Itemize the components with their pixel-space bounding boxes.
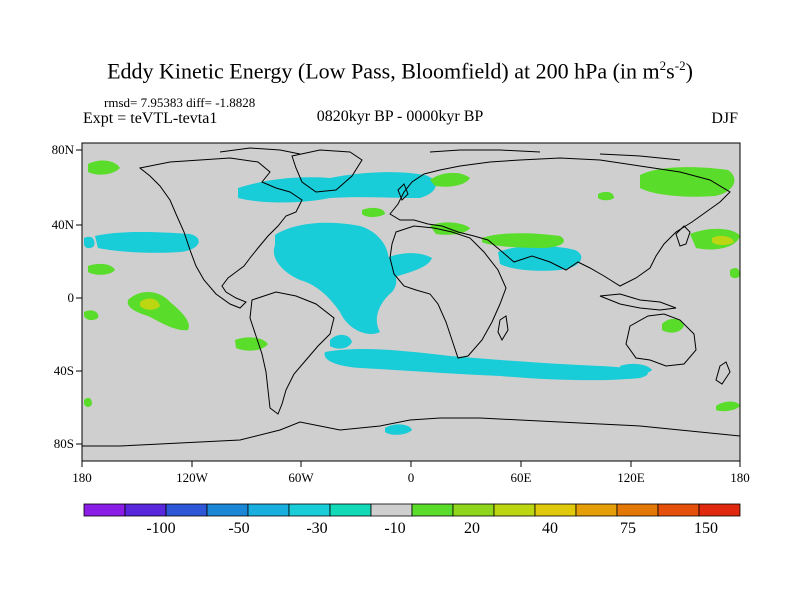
colorbar-swatch [83, 503, 126, 517]
lon-label-120w: 120W [176, 470, 208, 485]
green-region-northeast-pacific [640, 167, 735, 197]
cyan-region-eastern-pacific [95, 232, 199, 253]
lon-label-120e: 120E [617, 470, 645, 485]
coast-antarctica [82, 417, 740, 447]
green-region-pacific-subtropics [88, 263, 115, 275]
colorbar [83, 503, 741, 517]
green-region-west-pacific-east [730, 268, 740, 279]
coastlines [82, 147, 740, 447]
lat-label-80n: 80N [51, 142, 74, 157]
colorbar-label: 150 [694, 520, 718, 537]
rmsd-stats: rmsd= 7.95383 diff= -1.8828 [104, 95, 256, 110]
season-label: DJF [711, 110, 738, 127]
coast-south-america [249, 291, 335, 415]
tick-marks [76, 149, 741, 467]
period-label: 0820kyr BP - 0000kyr BP [316, 108, 484, 125]
coast-africa [389, 225, 507, 359]
cyan-region-australia [620, 363, 652, 375]
cyan-region-west-pacific [84, 236, 95, 249]
lat-label-40s: 40S [53, 363, 74, 378]
cyan-region-north-africa [378, 253, 432, 278]
colorbar-swatch [657, 503, 700, 517]
colorbar-swatch [247, 503, 290, 517]
cyan-region-north-atlantic [238, 172, 436, 203]
colorbar-swatch [452, 503, 495, 517]
yellow-region-east-pacific [140, 298, 160, 310]
lon-label-180e: 180 [730, 470, 750, 485]
coast-europe-asia [389, 157, 731, 287]
lat-label-80s: 80S [53, 436, 74, 451]
map-title: Eddy Kinetic Energy (Low Pass, Bloomfiel… [107, 58, 693, 84]
colorbar-swatch [411, 503, 454, 517]
coast-indonesia [599, 293, 677, 311]
colorbar-label: -10 [384, 520, 406, 537]
coast-greenland [291, 149, 363, 193]
coast-australia [625, 313, 697, 367]
lon-label-0: 0 [407, 470, 415, 485]
coast-north-america [138, 157, 303, 309]
green-region-pacific-south [716, 401, 740, 412]
yellow-region-west-pacific-north [712, 235, 734, 245]
colorbar-label: -30 [306, 520, 328, 537]
coast-japan [675, 225, 691, 247]
green-region-east-pacific-south [84, 310, 99, 321]
lon-label-180w: 180 [72, 470, 92, 485]
lat-label-0: 0 [67, 290, 75, 305]
coast-new-zealand [715, 361, 731, 385]
lon-label-60e: 60E [510, 470, 532, 485]
green-region-europe [430, 172, 470, 187]
colorbar-swatch [329, 503, 372, 517]
colorbar-label: -50 [228, 520, 250, 537]
cyan-region-antarctica [385, 424, 412, 435]
colorbar-label: 20 [464, 520, 480, 537]
green-region-middle-east [482, 233, 564, 248]
cyan-region-atlantic-africa [273, 222, 397, 334]
green-region-atlantic-mid [362, 207, 385, 217]
green-region-north-pacific [88, 160, 120, 175]
colorbar-swatch [575, 503, 618, 517]
green-region-australia [662, 318, 684, 333]
colorbar-swatch [493, 503, 536, 517]
colorbar-swatch [534, 503, 577, 517]
lon-label-60w: 60W [288, 470, 314, 485]
colorbar-swatch [288, 503, 331, 517]
colorbar-label: 75 [620, 520, 636, 537]
coast-arctic-islands [219, 147, 681, 161]
coast-madagascar [497, 315, 509, 342]
colorbar-swatch [616, 503, 659, 517]
lat-label-40n: 40N [51, 217, 74, 232]
cyan-region-southern-ocean [324, 349, 648, 381]
colorbar-label: 40 [542, 520, 558, 537]
cyan-region-south-america [330, 334, 352, 349]
colorbar-swatch [165, 503, 208, 517]
colorbar-swatch [370, 503, 413, 517]
coast-uk [397, 183, 409, 201]
green-region-southwest-pacific [84, 397, 92, 407]
colorbar-label: -100 [146, 520, 176, 537]
colorbar-swatch [124, 503, 167, 517]
colorbar-swatch [206, 503, 249, 517]
colorbar-swatch [698, 503, 741, 517]
experiment-label: Expt = teVTL-tevta1 [83, 110, 218, 127]
green-region-asia-north [598, 191, 614, 201]
